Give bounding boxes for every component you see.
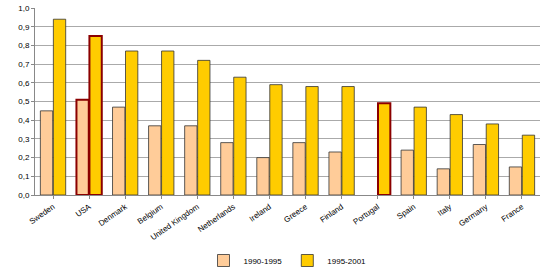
svg-text:0,8: 0,8: [18, 41, 30, 50]
svg-text:0,2: 0,2: [18, 153, 30, 162]
svg-text:Finland: Finland: [318, 202, 345, 224]
svg-text:Ireland: Ireland: [248, 202, 273, 223]
svg-text:USA: USA: [74, 202, 93, 219]
svg-text:Belgium: Belgium: [136, 202, 165, 226]
svg-text:1995-2001: 1995-2001: [327, 257, 366, 266]
svg-text:0,6: 0,6: [18, 79, 30, 88]
svg-text:0,1: 0,1: [18, 172, 30, 181]
svg-text:0,3: 0,3: [18, 135, 30, 144]
svg-text:Sweden: Sweden: [28, 202, 57, 226]
svg-text:Denmark: Denmark: [97, 202, 130, 229]
svg-text:1990-1995: 1990-1995: [244, 257, 283, 266]
svg-text:1,0: 1,0: [18, 4, 30, 13]
svg-text:Spain: Spain: [395, 202, 417, 221]
svg-text:France: France: [500, 202, 526, 224]
svg-text:Germany: Germany: [457, 202, 489, 228]
svg-text:0,5: 0,5: [18, 97, 30, 106]
svg-text:United Kingdom: United Kingdom: [149, 202, 201, 242]
svg-text:0,9: 0,9: [18, 23, 30, 32]
svg-text:Italy: Italy: [436, 202, 453, 218]
svg-text:0,0: 0,0: [18, 191, 30, 200]
svg-text:0,4: 0,4: [18, 116, 30, 125]
svg-text:0,7: 0,7: [18, 60, 30, 69]
svg-text:Greece: Greece: [282, 202, 309, 225]
svg-text:Netherlands: Netherlands: [196, 202, 237, 234]
svg-text:Portugal: Portugal: [352, 202, 382, 227]
